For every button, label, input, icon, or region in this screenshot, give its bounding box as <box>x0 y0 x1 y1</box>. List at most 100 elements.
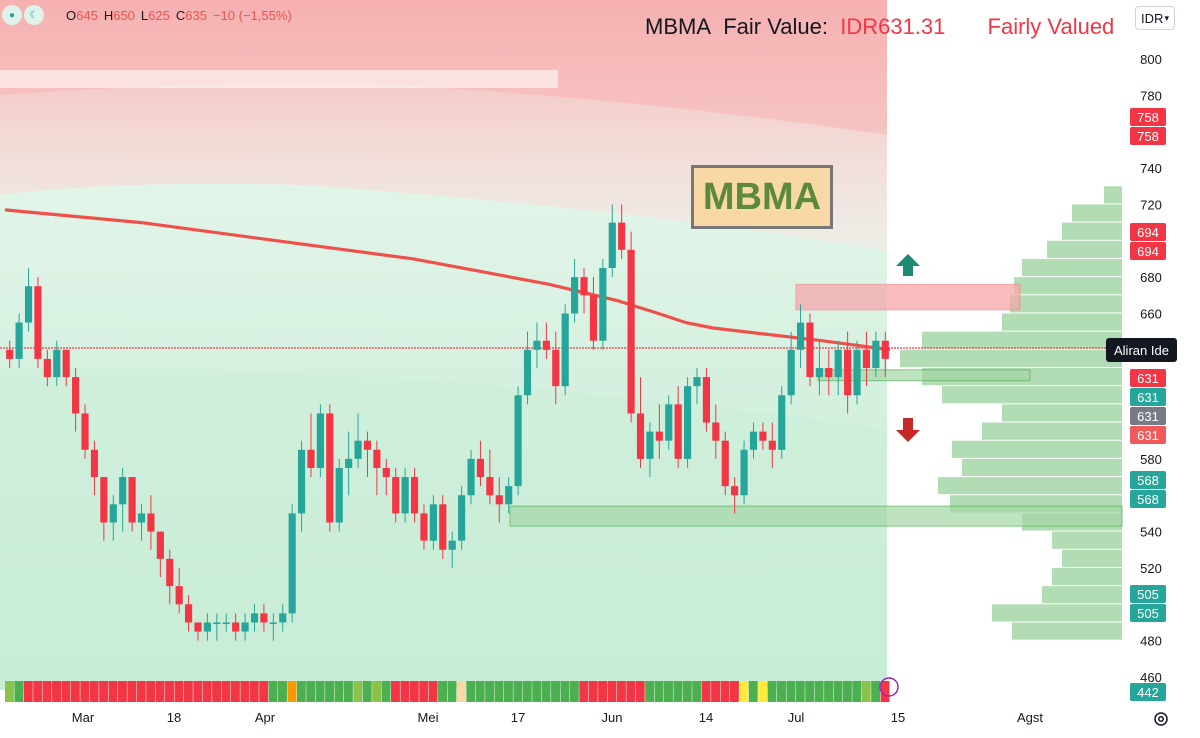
candle-body <box>599 268 607 341</box>
volume-profile-bar <box>1002 313 1122 331</box>
volume-profile <box>900 186 1122 640</box>
volume-strip-cell <box>682 681 692 702</box>
volume-strip-cell <box>767 681 777 702</box>
volume-strip-cell <box>748 681 758 702</box>
volume-profile-bar <box>952 440 1122 458</box>
x-tick-label: Jun <box>602 710 623 725</box>
price-badge: 694 <box>1130 223 1166 241</box>
candle-body <box>749 431 758 450</box>
volume-strip-cell <box>315 681 325 702</box>
volume-strip-cell <box>212 681 222 702</box>
candle-body <box>806 322 814 378</box>
volume-strip-cell <box>852 681 862 702</box>
candle-body <box>571 277 579 314</box>
volume-strip-cell <box>146 681 156 702</box>
volume-strip-cell <box>494 681 504 702</box>
volume-strip-cell <box>551 681 560 702</box>
volume-strip-cell <box>786 681 796 702</box>
candle-body <box>194 622 202 632</box>
volume-strip-cell <box>221 681 231 702</box>
gear-icon[interactable] <box>1152 710 1170 728</box>
x-tick-label: Mei <box>418 710 439 725</box>
volume-strip-cell <box>588 681 598 702</box>
price-badge: 631 <box>1130 388 1166 406</box>
candle-body <box>542 340 550 350</box>
ohlc-close: C635 <box>175 7 207 23</box>
candle-body <box>646 431 654 459</box>
fair-value-amount: IDR631.31 <box>840 14 946 39</box>
y-tick-label: 540 <box>1140 525 1162 540</box>
candle <box>90 440 99 496</box>
down-arrow-icon <box>896 418 920 442</box>
volume-strip-cell <box>70 681 80 702</box>
candle <box>599 258 607 350</box>
volume-strip-cell <box>362 681 372 702</box>
volume-profile-bar <box>1047 240 1122 258</box>
candle <box>72 368 80 432</box>
candle <box>53 340 61 387</box>
eye-icon[interactable]: ● <box>2 5 22 25</box>
candle-body <box>721 440 729 487</box>
volume-strip-cell <box>513 681 523 702</box>
volume-strip-cell <box>438 681 447 702</box>
candle <box>43 349 51 387</box>
candle <box>203 613 211 641</box>
volume-strip-cell <box>456 681 466 702</box>
candle <box>571 258 579 323</box>
volume-strip-cell <box>428 681 438 702</box>
candle-body <box>768 440 776 450</box>
candle-body <box>307 449 315 468</box>
candle <box>137 504 146 541</box>
candle <box>147 495 155 550</box>
candle-body <box>288 513 296 614</box>
volume-strip-cell <box>692 681 702 702</box>
volume-strip-cell <box>400 681 410 702</box>
volume-profile-bar <box>1072 204 1122 222</box>
candle <box>740 440 748 505</box>
candle-body <box>175 586 183 605</box>
volume-strip-cell <box>861 681 871 702</box>
idea-stream-label[interactable]: Aliran Ide <box>1106 338 1177 362</box>
candle <box>297 440 306 532</box>
volume-strip-cell <box>532 681 542 702</box>
volume-strip-cell <box>635 681 645 702</box>
candle <box>787 331 795 405</box>
candle <box>194 622 202 641</box>
candle-body <box>222 622 230 624</box>
y-tick-label: 660 <box>1140 306 1162 321</box>
price-badge: 758 <box>1130 108 1166 126</box>
volume-strip-cell <box>381 681 391 702</box>
candle-body <box>872 340 880 368</box>
currency-selector[interactable]: IDR ▾ <box>1135 6 1175 30</box>
candle <box>166 549 174 605</box>
volume-profile-bar <box>942 386 1122 404</box>
candle-body <box>166 558 174 587</box>
price-badge: 505 <box>1130 604 1166 622</box>
candle-body <box>712 422 720 441</box>
candle <box>382 458 390 496</box>
volume-strip-cell <box>108 681 118 702</box>
volume-strip-cell <box>871 681 881 702</box>
x-tick-label: Apr <box>255 710 276 725</box>
candle-body <box>269 622 277 624</box>
candle-body <box>834 349 842 378</box>
candle-body <box>495 495 503 505</box>
ticker-logo-text: MBMA <box>702 175 822 218</box>
candle <box>872 331 880 378</box>
volume-strip-cell <box>701 681 711 702</box>
volume-strip-cell <box>598 681 608 702</box>
volume-strip-cell <box>569 681 579 702</box>
candle-body <box>119 477 127 505</box>
ohlc-high: H650 <box>103 7 135 23</box>
candle-body <box>731 486 739 496</box>
y-tick-label: 580 <box>1140 452 1162 467</box>
candle <box>467 449 475 505</box>
moon-icon[interactable]: ☾ <box>24 5 44 25</box>
candle-body <box>128 477 136 523</box>
volume-profile-bar <box>938 477 1122 495</box>
volume-strip-cell <box>739 681 749 702</box>
resistance-zone <box>795 283 1021 311</box>
candle-body <box>853 349 861 396</box>
volume-strip-cell <box>654 681 664 702</box>
